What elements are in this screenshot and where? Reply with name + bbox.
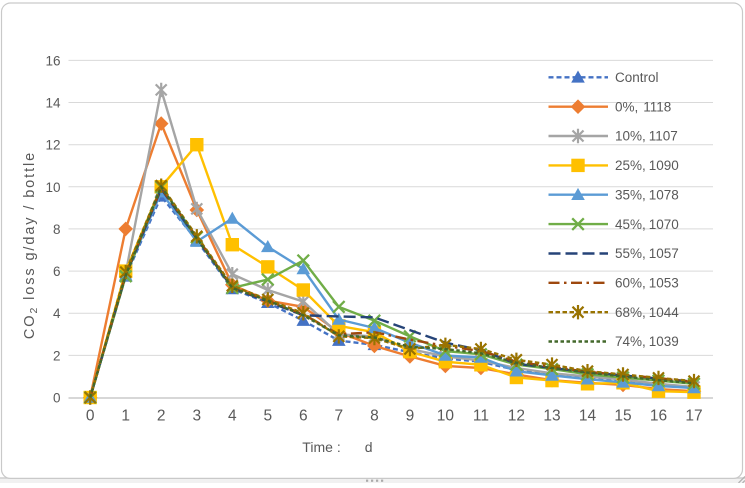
svg-text:CO2 loss g/day / bottle: CO2 loss g/day / bottle: [22, 151, 40, 339]
svg-text:8: 8: [53, 222, 61, 237]
svg-text:9: 9: [406, 408, 415, 425]
svg-text:3: 3: [192, 408, 201, 425]
svg-text:4: 4: [228, 408, 237, 425]
svg-text:10: 10: [437, 408, 455, 425]
svg-text:13: 13: [543, 408, 560, 425]
svg-text:15: 15: [614, 408, 631, 425]
svg-text:11: 11: [473, 408, 489, 425]
svg-text:16: 16: [45, 53, 60, 68]
svg-text:0: 0: [53, 391, 61, 406]
svg-text:16: 16: [650, 408, 667, 425]
svg-text:14: 14: [579, 408, 597, 425]
svg-text:2: 2: [157, 408, 166, 425]
svg-text:7: 7: [334, 408, 343, 425]
svg-text:Control: Control: [615, 70, 659, 85]
svg-text:5: 5: [263, 408, 272, 425]
svg-text:17: 17: [685, 408, 702, 425]
svg-text:6: 6: [53, 264, 61, 279]
svg-text:1: 1: [121, 408, 130, 425]
svg-text:0: 0: [86, 408, 95, 425]
svg-text:12: 12: [508, 408, 525, 425]
svg-text:2: 2: [53, 348, 61, 363]
svg-text:0%,1118: 0%, 1118: [615, 99, 671, 114]
svg-text:6: 6: [299, 408, 308, 425]
svg-text:8: 8: [370, 408, 379, 425]
svg-text:10: 10: [45, 180, 60, 195]
svg-text:12: 12: [45, 138, 60, 153]
svg-text:4: 4: [53, 306, 61, 321]
svg-text:14: 14: [45, 96, 61, 111]
